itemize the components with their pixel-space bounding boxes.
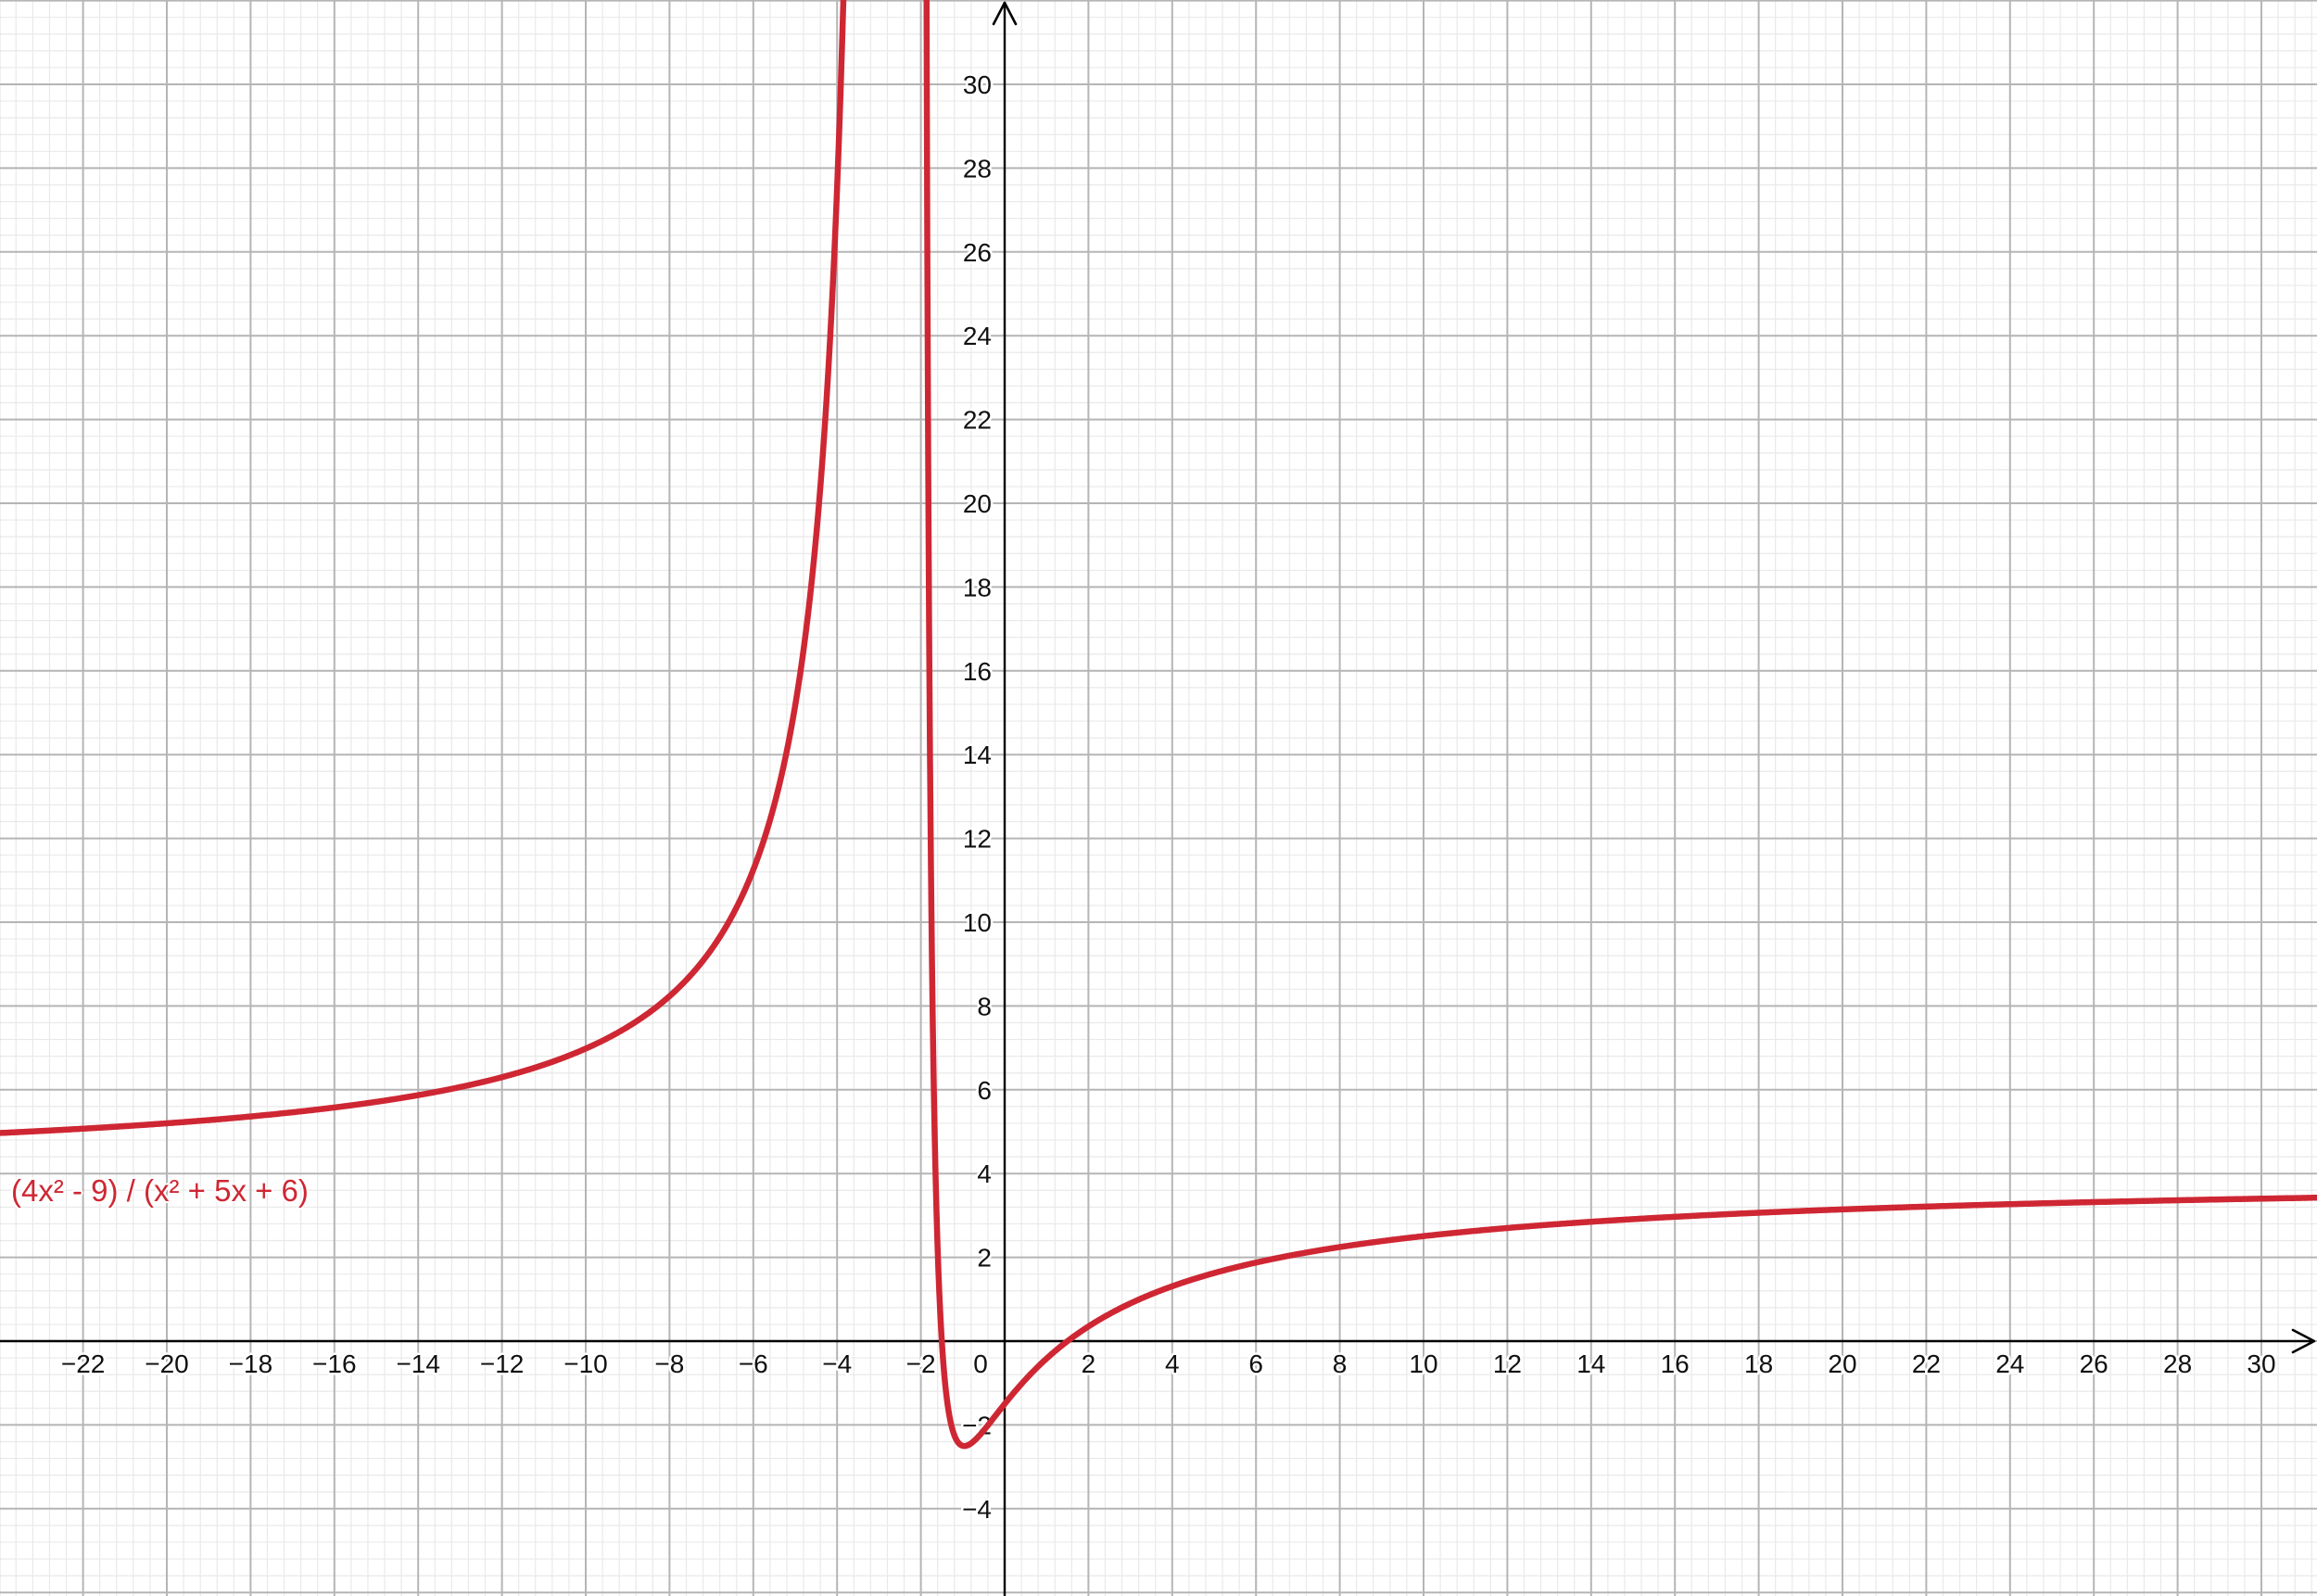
function-label[interactable]: (4x² - 9) / (x² + 5x + 6) [11, 1173, 309, 1208]
x-tick-label: −8 [654, 1349, 684, 1378]
x-tick-label: −12 [480, 1349, 525, 1378]
y-tick-label: 8 [977, 992, 992, 1020]
y-tick-label: 18 [963, 573, 992, 602]
y-tick-label: 24 [963, 322, 992, 350]
y-tick-label: 30 [963, 70, 992, 99]
x-tick-label: 28 [2163, 1349, 2192, 1378]
y-tick-label: 12 [963, 825, 992, 854]
x-tick-label: −4 [822, 1349, 852, 1378]
y-tick-label: 4 [977, 1159, 992, 1188]
x-tick-label: 26 [2080, 1349, 2108, 1378]
y-tick-label: 14 [963, 741, 992, 769]
y-tick-label: 20 [963, 489, 992, 518]
x-tick-label: 22 [1912, 1349, 1941, 1378]
y-tick-label: 26 [963, 238, 992, 267]
x-tick-label: −18 [229, 1349, 273, 1378]
x-tick-label: −20 [145, 1349, 189, 1378]
x-tick-label: 4 [1165, 1349, 1180, 1378]
y-tick-label: 22 [963, 406, 992, 435]
x-tick-label: −6 [739, 1349, 768, 1378]
x-tick-label: 30 [2247, 1349, 2275, 1378]
tick-labels: −22 −20 −18 −16 −14 −12 −10 −8 −6 −4 −2 0 2 4 6 8 10 12 14… [58, 69, 2278, 1526]
x-tick-label: 16 [1661, 1349, 1690, 1378]
y-tick-label: −4 [962, 1495, 992, 1524]
x-tick-label: 10 [1409, 1349, 1437, 1378]
y-tick-label: 16 [963, 657, 992, 686]
x-axis-arrow-icon [2291, 1328, 2316, 1354]
x-tick-label: 20 [1828, 1349, 1856, 1378]
function-curve[interactable] [922, 0, 2317, 1450]
x-tick-label: 12 [1493, 1349, 1522, 1378]
y-axis-arrow-icon [992, 1, 1018, 26]
x-tick-label: −14 [396, 1349, 440, 1378]
y-tick-label: 28 [963, 154, 992, 183]
x-tick-label: −22 [61, 1349, 106, 1378]
x-tick-label: 18 [1744, 1349, 1773, 1378]
x-tick-label: 14 [1576, 1349, 1605, 1378]
y-tick-label: 10 [963, 908, 992, 937]
y-tick-label: 6 [977, 1076, 992, 1105]
x-tick-label: −2 [906, 1349, 936, 1378]
y-tick-label: 2 [977, 1244, 992, 1273]
x-tick-label: 24 [1995, 1349, 2024, 1378]
x-tick-label: −10 [563, 1349, 608, 1378]
origin-tick-label: 0 [973, 1349, 988, 1378]
function-curve[interactable] [0, 0, 878, 1136]
x-tick-label: −16 [312, 1349, 357, 1378]
x-tick-label: 2 [1082, 1349, 1096, 1378]
x-tick-label: 8 [1333, 1349, 1348, 1378]
x-tick-label: 6 [1248, 1349, 1263, 1378]
